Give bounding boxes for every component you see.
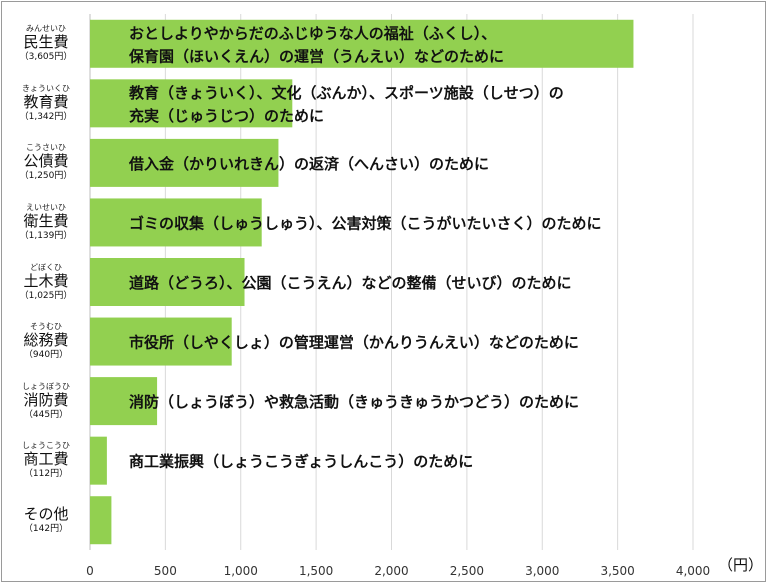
category-ruby-0: みんせいひ bbox=[26, 24, 66, 34]
category-label-6: しょうぼうひ 消防費 （445円） bbox=[3, 382, 89, 421]
category-ruby-4: どぼくひ bbox=[30, 262, 62, 272]
bar-7 bbox=[90, 436, 107, 485]
bar-description-3-0: ゴミの収集（しゅうしゅう）、公害対策（こうがいたいさく）のために bbox=[129, 214, 602, 232]
bar-5 bbox=[90, 317, 232, 366]
category-ruby-3: えいせいひ bbox=[26, 202, 66, 212]
bar-1 bbox=[90, 79, 293, 128]
category-label-3: えいせいひ 衛生費 （1,139円） bbox=[3, 203, 89, 242]
category-value-8: （142円） bbox=[23, 524, 69, 535]
category-name-7: 商工費 bbox=[23, 450, 69, 469]
bar-description-2-0: 借入金（かりいれきん）の返済（へんさい）のために bbox=[128, 155, 489, 173]
category-name-1: 教育費 bbox=[23, 92, 69, 111]
category-name-4: 土木費 bbox=[23, 271, 69, 290]
bar-0 bbox=[90, 19, 634, 68]
category-ruby-2: こうさいひ bbox=[26, 143, 66, 153]
x-tick-label-1: 500 bbox=[154, 564, 177, 578]
category-label-1: きょういくひ 教育費 （1,342円） bbox=[3, 84, 89, 123]
category-value-3: （1,139円） bbox=[19, 230, 73, 241]
category-label-2: こうさいひ 公債費 （1,250円） bbox=[3, 143, 89, 182]
category-value-4: （1,025円） bbox=[19, 290, 73, 301]
category-ruby-5: そうむひ bbox=[30, 322, 62, 332]
bar-2 bbox=[90, 138, 279, 187]
bar-description-4-0: 道路（どうろ）、公園（こうえん）などの整備（せいび）のために bbox=[129, 274, 572, 292]
category-label-8: その他 （142円） bbox=[3, 505, 89, 535]
category-label-5: そうむひ 総務費 （940円） bbox=[3, 322, 89, 361]
bar-description-5-0: 市役所（しやくしょ）の管理運営（かんりうんえい）などのために bbox=[129, 334, 579, 352]
category-ruby-7: しょうこうひ bbox=[22, 441, 70, 451]
category-label-7: しょうこうひ 商工費 （112円） bbox=[3, 441, 89, 480]
category-name-0: 民生費 bbox=[23, 33, 69, 52]
bar-description-0-1: 保育園（ほいくえん）の運営（うんえい）などのために bbox=[128, 47, 504, 65]
category-label-4: どぼくひ 土木費 （1,025円） bbox=[3, 263, 89, 302]
x-tick-label-0: 0 bbox=[86, 564, 94, 578]
category-label-0: みんせいひ 民生費 （3,605円） bbox=[3, 24, 89, 63]
bar-description-1-0: 教育（きょういく）、文化（ぶんか）、スポーツ施設（しせつ）の bbox=[128, 84, 564, 102]
category-name-3: 衛生費 bbox=[23, 211, 69, 230]
x-tick-label-2: 1,000 bbox=[224, 564, 258, 578]
category-value-6: （445円） bbox=[23, 409, 69, 420]
category-value-0: （3,605円） bbox=[19, 52, 73, 63]
category-value-5: （940円） bbox=[23, 350, 69, 361]
category-name-8: その他 bbox=[23, 505, 69, 524]
category-ruby-6: しょうぼうひ bbox=[22, 381, 70, 391]
category-value-2: （1,250円） bbox=[19, 171, 73, 182]
bar-description-1-1: 充実（じゅうじつ）のために bbox=[129, 107, 324, 125]
x-tick-label-5: 2,500 bbox=[450, 564, 484, 578]
bar-description-6-0: 消防（しょうぼう）や救急活動（きゅうきゅうかつどう）のために bbox=[129, 393, 579, 411]
bar-description-0-0: おとしよりやからだのふじゆうな人の福祉（ふくし）、 bbox=[129, 24, 496, 42]
x-tick-label-4: 2,000 bbox=[374, 564, 408, 578]
bar-3 bbox=[90, 198, 262, 247]
bar-4 bbox=[90, 258, 245, 306]
bar-8 bbox=[90, 496, 112, 545]
x-tick-label-6: 3,000 bbox=[525, 564, 559, 578]
category-name-2: 公債費 bbox=[23, 152, 69, 171]
x-axis-unit-label: （円） bbox=[718, 556, 764, 574]
category-value-1: （1,342円） bbox=[19, 111, 73, 122]
category-name-6: 消防費 bbox=[23, 390, 69, 409]
x-tick-label-8: 4,000 bbox=[676, 564, 710, 578]
category-value-7: （112円） bbox=[23, 469, 69, 480]
bar-description-7-0: 商工業振興（しょうこうぎょうしんこう）のために bbox=[129, 453, 473, 471]
category-name-5: 総務費 bbox=[23, 331, 69, 350]
x-tick-label-3: 1,500 bbox=[299, 564, 333, 578]
bar-6 bbox=[90, 377, 158, 426]
category-ruby-1: きょういくひ bbox=[22, 83, 70, 93]
x-tick-label-7: 3,500 bbox=[600, 564, 634, 578]
